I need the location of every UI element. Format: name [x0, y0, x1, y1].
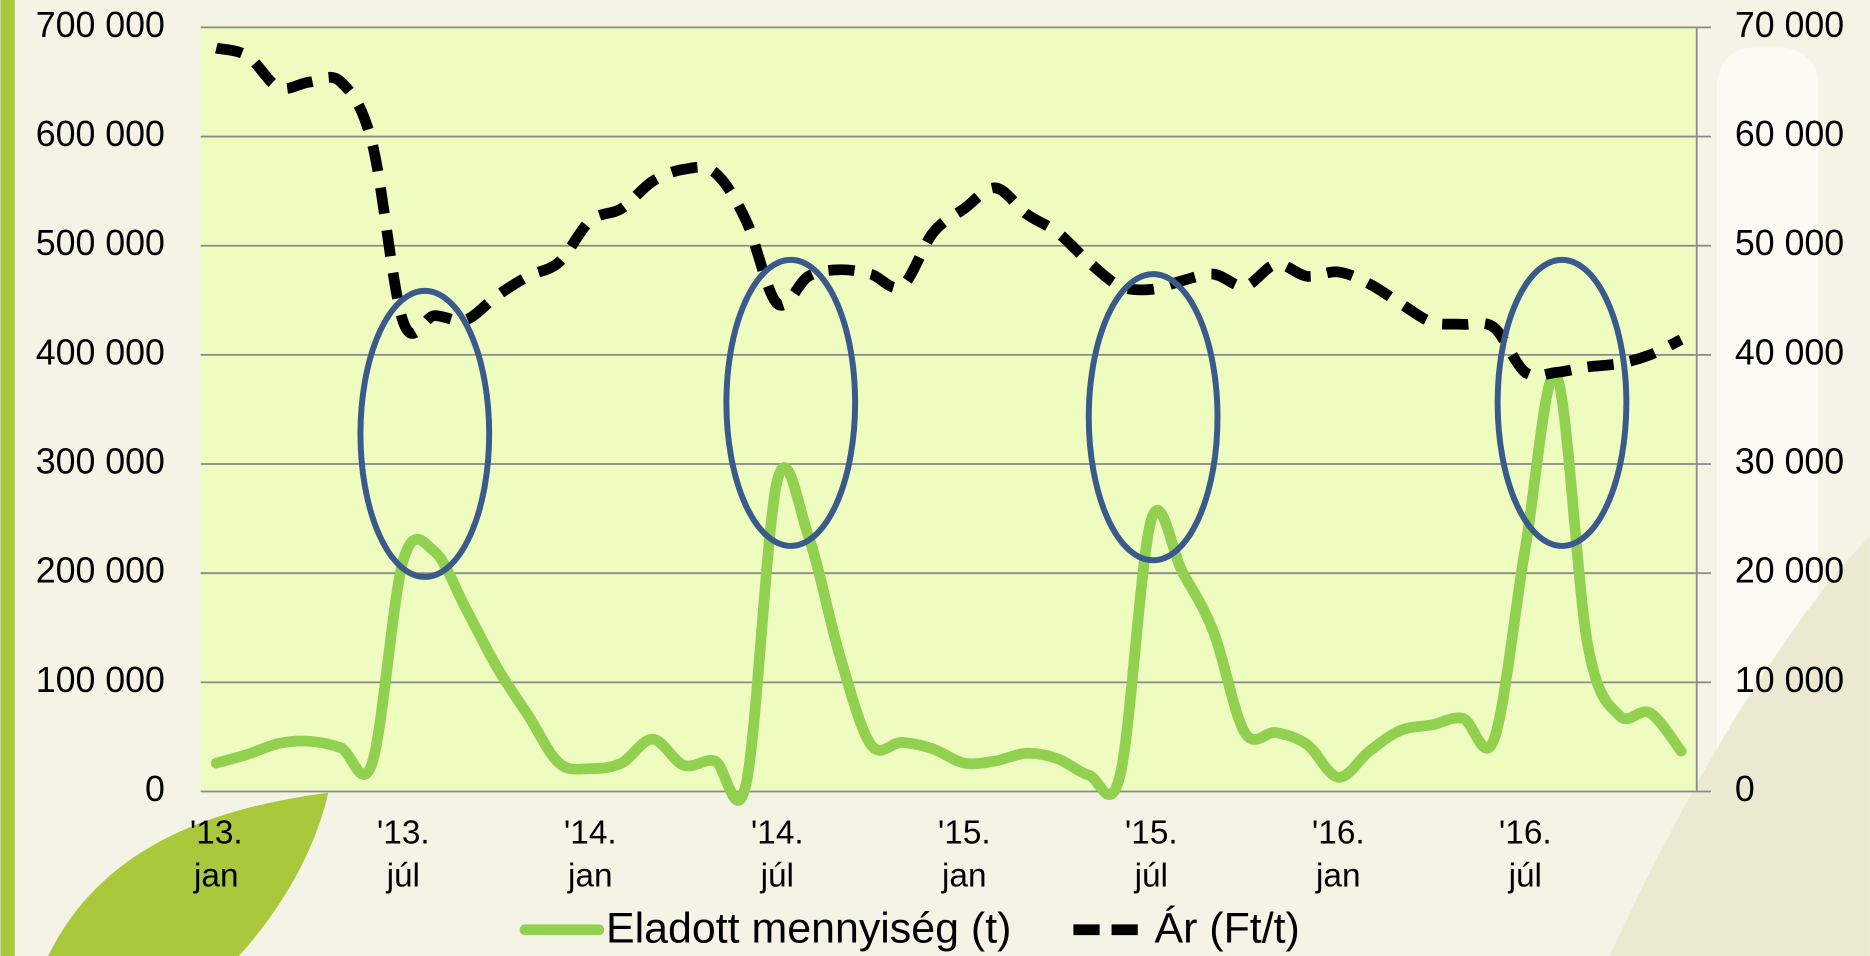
y-tick-label: 0 — [145, 769, 165, 809]
legend: Eladott mennyiség (t) Ár (Ft/t) — [525, 904, 1300, 952]
y-tick-label: 600 000 — [36, 114, 165, 154]
x-tick-label-line: '13. — [190, 814, 243, 851]
chart: 0 100 000 200 000 300 000 400 000 500 000 600 … — [0, 0, 1870, 956]
y2-tick-label: 20 000 — [1735, 551, 1844, 591]
y-tick-label: 400 000 — [36, 332, 165, 372]
x-tick-label-line: '14. — [564, 814, 617, 851]
y2-tick-label: 60 000 — [1735, 114, 1844, 154]
x-tick-label-line: jan — [1315, 857, 1361, 894]
legend-label: Eladott mennyiség (t) — [606, 904, 1011, 952]
x-tick-label-line: '16. — [1312, 814, 1365, 851]
legend-label: Ár (Ft/t) — [1154, 904, 1299, 952]
y2-tick-label: 50 000 — [1735, 223, 1844, 263]
x-tick-label-line: '15. — [938, 814, 991, 851]
x-tick-label-line: jan — [941, 857, 987, 894]
side-bar — [0, 0, 14, 956]
x-tick-label-line: '13. — [377, 814, 430, 851]
y2-tick-label: 40 000 — [1735, 332, 1844, 372]
y-tick-label: 100 000 — [36, 660, 165, 700]
x-tick-label-line: '16. — [1499, 814, 1552, 851]
x-tick-label-line: júl — [386, 857, 420, 894]
y-tick-label: 300 000 — [36, 441, 165, 481]
y2-tick-label: 0 — [1735, 769, 1755, 809]
x-tick-label-line: '14. — [751, 814, 804, 851]
plot-area — [201, 27, 1697, 791]
y-tick-label: 500 000 — [36, 223, 165, 263]
x-tick-label-line: júl — [760, 857, 794, 894]
y2-tick-label: 70 000 — [1735, 5, 1844, 45]
y-tick-label: 700 000 — [36, 5, 165, 45]
y-tick-label: 200 000 — [36, 551, 165, 591]
y2-tick-label: 30 000 — [1735, 441, 1844, 481]
page: {"chart_data": {"type": "line", "categor… — [0, 0, 1870, 956]
x-tick-label-line: júl — [1508, 857, 1542, 894]
x-tick-label-line: jan — [193, 857, 239, 894]
x-tick-label-line: júl — [1134, 857, 1168, 894]
x-tick-label-line: '15. — [1125, 814, 1178, 851]
y2-tick-label: 10 000 — [1735, 660, 1844, 700]
x-tick-label-line: jan — [567, 857, 613, 894]
